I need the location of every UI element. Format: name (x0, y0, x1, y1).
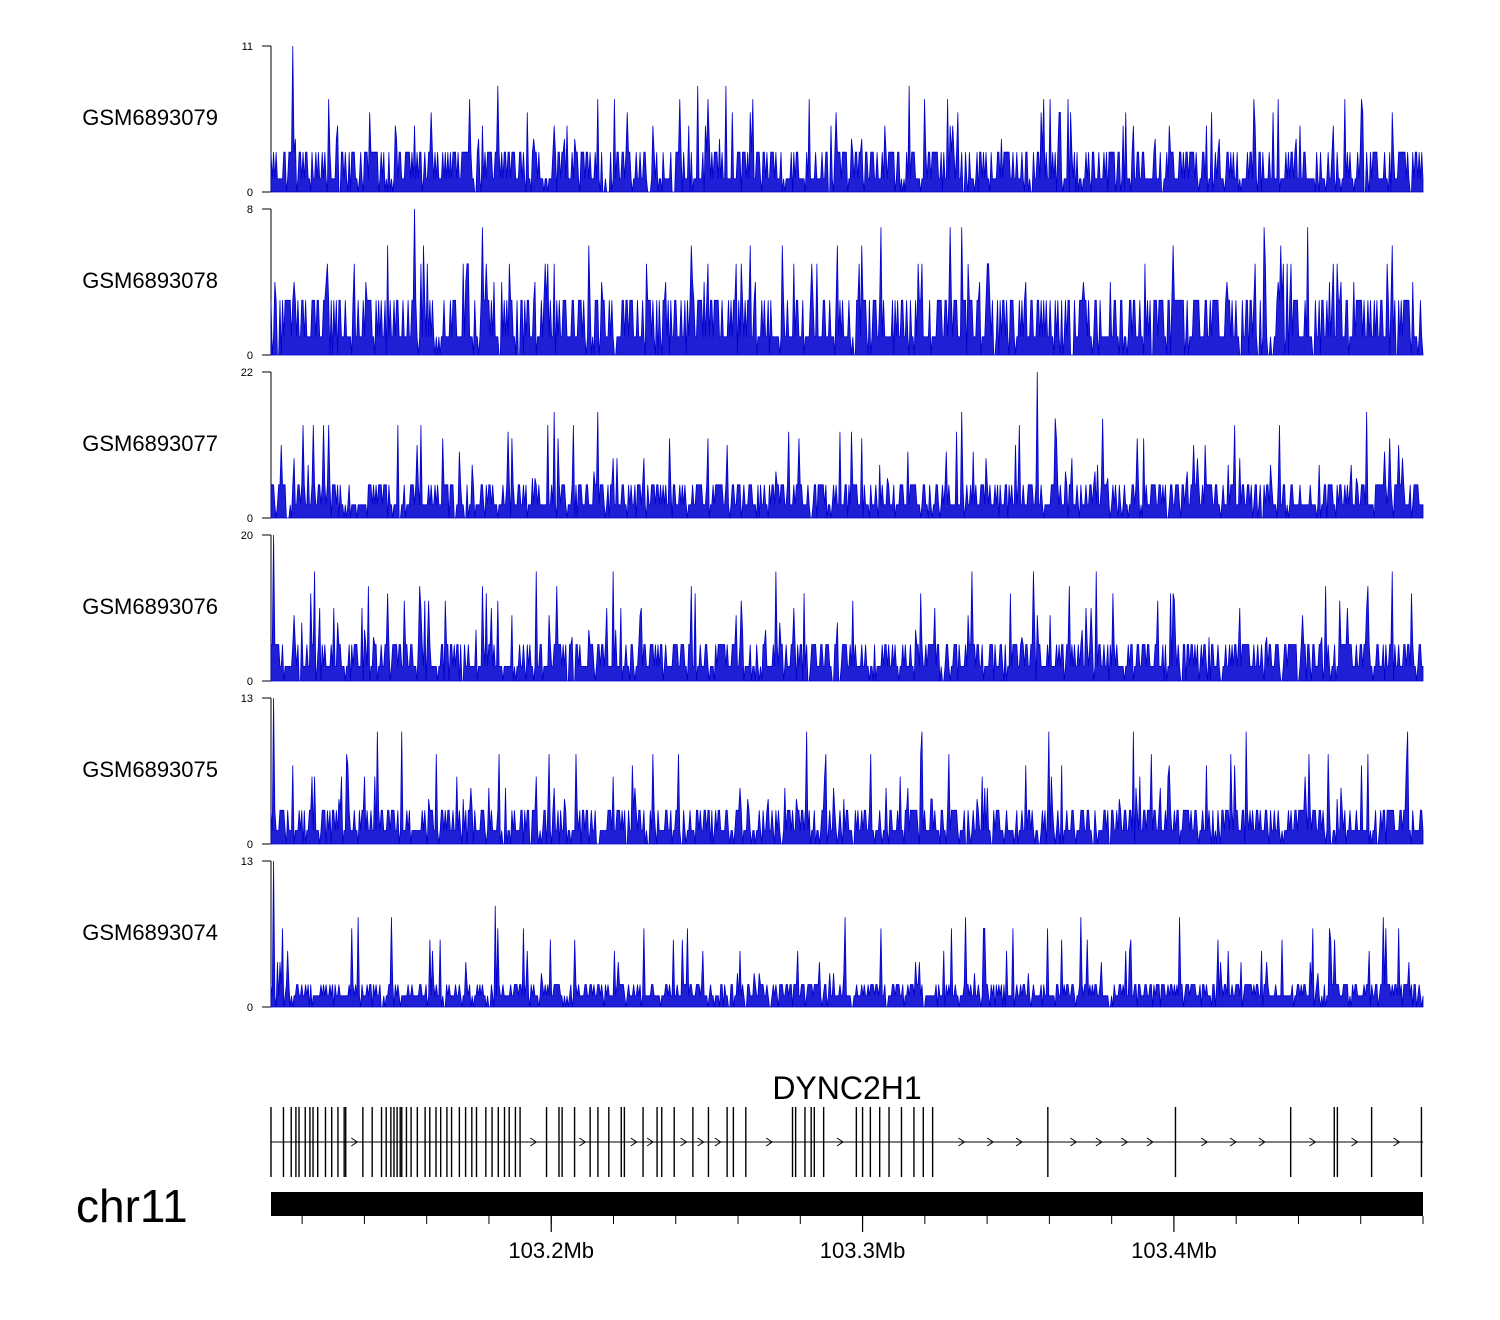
track-GSM6893078: GSM6893078 8 0 (82, 204, 1424, 362)
x-axis: 103.2Mb 103.3Mb 103.4Mb (301, 1216, 1424, 1263)
strand-arrow (1121, 1137, 1129, 1147)
strand-arrow (986, 1137, 995, 1147)
chromosome-axis: chr11 103.2Mb 103.3Mb 103.4Mb (76, 1180, 1424, 1263)
track-label: GSM6893075 (82, 757, 218, 782)
coverage-area (270, 208, 1424, 356)
strand-arrow (630, 1137, 638, 1147)
track-label: GSM6893078 (82, 268, 218, 293)
track-GSM6893074: GSM6893074 13 0 (82, 856, 1424, 1014)
y-min-label: 0 (247, 839, 253, 851)
strand-arrow (1309, 1137, 1317, 1147)
strand-arrow (1351, 1137, 1359, 1147)
strand-arrow (530, 1137, 538, 1147)
strand-arrow (697, 1137, 705, 1147)
coverage-area (270, 45, 1424, 193)
strand-arrow (579, 1137, 587, 1147)
chromosome-label: chr11 (76, 1180, 188, 1232)
strand-arrow (714, 1137, 722, 1147)
gene-track: DYNC2H1 (270, 1070, 1423, 1177)
strand-arrow (351, 1137, 359, 1147)
signal-tracks: GSM6893079110GSM689307880GSM6893077220GS… (82, 41, 1424, 1014)
y-min-label: 0 (247, 187, 253, 199)
strand-arrow (1095, 1137, 1103, 1147)
strand-arrow (836, 1137, 844, 1147)
y-max-label: 20 (241, 530, 253, 542)
gene-model (270, 1107, 1423, 1177)
strand-arrow (1015, 1137, 1023, 1147)
y-min-label: 0 (247, 350, 253, 362)
y-max-label: 13 (241, 856, 253, 868)
strand-arrow (1393, 1137, 1401, 1147)
chromosome-bar (271, 1192, 1423, 1216)
strand-arrow (646, 1137, 654, 1147)
y-max-label: 13 (241, 693, 253, 705)
track-GSM6893079: GSM6893079 11 0 (82, 41, 1424, 199)
track-GSM6893077: GSM6893077 22 0 (82, 367, 1424, 525)
track-GSM6893075: GSM6893075 13 0 (82, 693, 1424, 851)
track-GSM6893076: GSM6893076 20 0 (82, 530, 1424, 688)
coverage-area (270, 860, 1424, 1008)
gene-label: DYNC2H1 (772, 1070, 921, 1106)
coverage-area (270, 697, 1424, 845)
y-max-label: 11 (242, 41, 253, 53)
strand-arrow (1258, 1137, 1266, 1147)
track-label: GSM6893077 (82, 431, 218, 456)
x-tick-label: 103.3Mb (820, 1238, 906, 1263)
x-tick-label: 103.4Mb (1131, 1238, 1217, 1263)
track-label: GSM6893076 (82, 594, 218, 619)
y-max-label: 8 (247, 204, 253, 216)
coverage-area (270, 371, 1424, 519)
y-min-label: 0 (247, 513, 253, 525)
strand-arrow (958, 1137, 966, 1147)
strand-arrow (1146, 1137, 1154, 1147)
x-tick-label: 103.2Mb (508, 1238, 594, 1263)
strand-arrow (765, 1137, 774, 1147)
strand-arrow (1201, 1137, 1209, 1147)
y-max-label: 22 (241, 367, 253, 379)
coverage-area (270, 534, 1424, 682)
y-min-label: 0 (247, 1002, 253, 1014)
y-min-label: 0 (247, 676, 253, 688)
track-label: GSM6893074 (82, 920, 218, 945)
track-label: GSM6893079 (82, 105, 218, 130)
strand-arrow (1070, 1137, 1078, 1147)
strand-arrow (1229, 1137, 1237, 1147)
strand-arrow (680, 1137, 688, 1147)
